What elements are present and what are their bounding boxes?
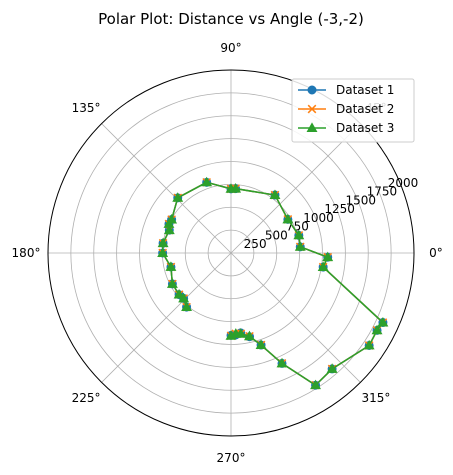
radial-tick-label: 250	[244, 237, 267, 251]
chart-title: Polar Plot: Distance vs Angle (-3,-2)	[98, 10, 364, 28]
data-point	[371, 324, 383, 335]
data-point	[310, 379, 322, 390]
legend-marker	[307, 104, 317, 114]
radial-grid-circle	[184, 206, 278, 300]
radial-tick-label: 500	[265, 228, 288, 242]
angle-tick-label: 270°	[217, 451, 246, 465]
data-point	[363, 339, 375, 350]
legend-label: Dataset 2	[336, 102, 394, 116]
data-point	[317, 261, 329, 272]
radial-grid-circle	[70, 92, 392, 414]
data-point	[181, 301, 193, 312]
radial-grid-circle	[116, 138, 346, 368]
radial-tick-label: 1750	[367, 185, 398, 199]
data-point	[294, 241, 306, 251]
polar-grid	[47, 69, 415, 437]
data-point	[163, 224, 175, 235]
data-point	[157, 247, 169, 257]
legend-entry: Dataset 1	[298, 83, 394, 97]
radial-tick-label: 1000	[303, 211, 334, 225]
data-point	[243, 330, 255, 341]
data-point	[293, 229, 305, 240]
legend-entry: Dataset 3	[298, 121, 394, 135]
data-point	[173, 288, 185, 299]
legend-label: Dataset 1	[336, 83, 394, 97]
legend: Dataset 1 Dataset 2 Dataset 3	[291, 78, 415, 143]
data-point	[166, 278, 178, 288]
data-point	[157, 237, 169, 248]
data-point	[235, 328, 247, 338]
legend-label: Dataset 3	[336, 121, 394, 135]
series-layer	[157, 176, 389, 390]
data-point	[201, 176, 213, 187]
data-point	[282, 213, 294, 224]
data-point	[326, 363, 338, 373]
data-point	[225, 183, 237, 193]
data-point	[165, 261, 177, 271]
data-point	[172, 192, 184, 202]
angle-tick-label: 0°	[429, 246, 443, 260]
radial-grid-circle	[207, 229, 255, 277]
angle-tick-label: 180°	[12, 246, 41, 260]
data-point	[276, 357, 288, 368]
angle-tick-label: 225°	[72, 391, 101, 405]
angle-tick-label: 90°	[220, 41, 241, 55]
legend-frame	[291, 78, 415, 143]
data-point	[269, 189, 281, 200]
polar-frame	[47, 69, 415, 437]
legend-entry: Dataset 2	[298, 102, 394, 116]
data-point	[322, 251, 334, 262]
angle-tick-label: 135°	[72, 101, 101, 115]
radial-grid-circle	[139, 161, 323, 345]
radial-grid-circle	[93, 115, 369, 391]
data-point	[377, 316, 389, 327]
radial-tick-label: 2000	[388, 176, 419, 190]
series-3	[157, 176, 389, 390]
legend-marker	[306, 122, 318, 132]
legend-marker	[307, 85, 317, 95]
data-point	[255, 339, 267, 349]
data-point	[178, 292, 190, 303]
angle-tick-label: 315°	[362, 391, 391, 405]
radial-tick-label: 1250	[324, 202, 355, 216]
radial-tick-label: 1500	[346, 193, 377, 207]
